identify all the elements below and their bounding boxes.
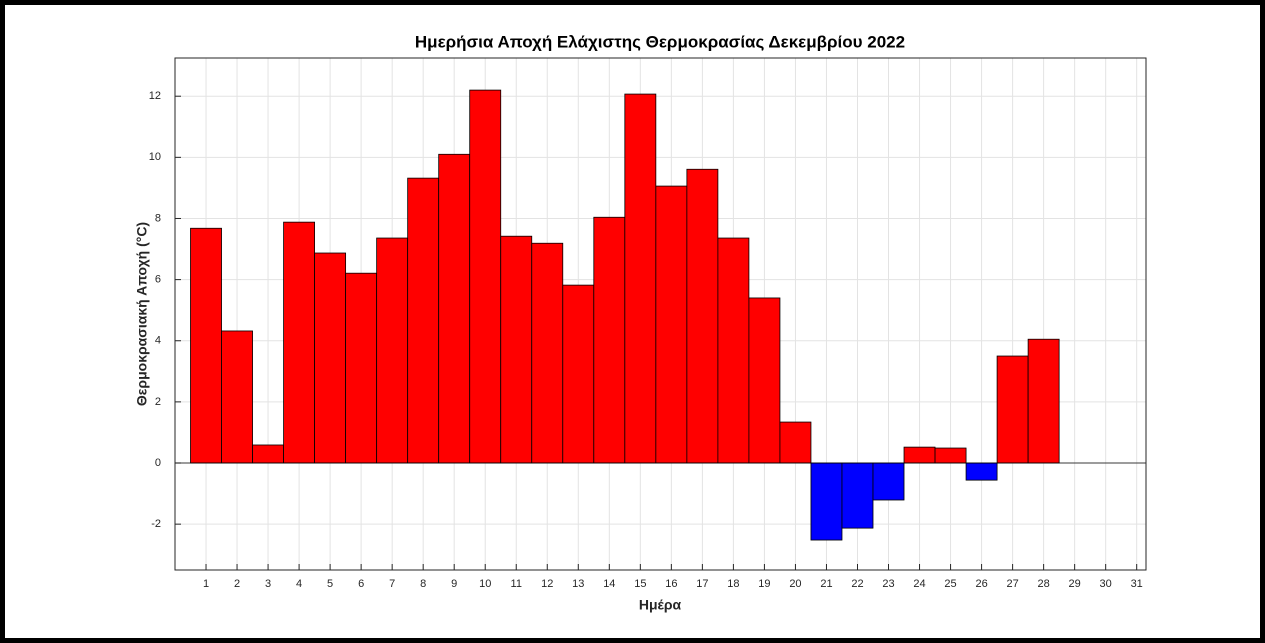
x-tick-label: 18 bbox=[727, 578, 739, 590]
bar bbox=[190, 227, 222, 464]
chart-title: Ημερήσια Αποχή Ελάχιστης Θερμοκρασίας Δε… bbox=[415, 32, 905, 51]
axes-box bbox=[174, 57, 1147, 571]
bar bbox=[376, 237, 409, 464]
x-tick-label: 2 bbox=[234, 578, 240, 590]
x-axis-label: Ημέρα bbox=[639, 597, 682, 613]
x-tick-label: 6 bbox=[358, 578, 364, 590]
bar bbox=[283, 221, 316, 464]
bar bbox=[1027, 338, 1060, 464]
bar bbox=[934, 447, 967, 464]
bar bbox=[469, 89, 502, 464]
bar bbox=[655, 185, 688, 464]
y-tick-label: 8 bbox=[155, 212, 161, 224]
bar bbox=[965, 462, 998, 481]
bar bbox=[903, 446, 936, 464]
y-tick-label: -2 bbox=[151, 518, 161, 530]
x-tick-label: 14 bbox=[603, 578, 615, 590]
x-tick-label: 31 bbox=[1131, 578, 1143, 590]
x-tick-label: 27 bbox=[1006, 578, 1018, 590]
x-tick-label: 17 bbox=[696, 578, 708, 590]
bar bbox=[314, 252, 347, 464]
bar bbox=[252, 444, 284, 464]
y-tick-label: 2 bbox=[155, 396, 161, 408]
x-tick-label: 21 bbox=[820, 578, 832, 590]
x-tick-label: 25 bbox=[944, 578, 956, 590]
y-tick-label: 4 bbox=[155, 335, 161, 347]
x-tick-label: 4 bbox=[296, 578, 302, 590]
x-tick-label: 5 bbox=[327, 578, 333, 590]
x-tick-label: 19 bbox=[758, 578, 770, 590]
x-tick-label: 24 bbox=[913, 578, 925, 590]
x-tick-label: 1 bbox=[203, 578, 209, 590]
bar bbox=[500, 235, 533, 464]
y-axis-label: Θερμοκρασιακή Αποχή (°C) bbox=[134, 222, 150, 406]
x-tick-label: 20 bbox=[789, 578, 801, 590]
y-tick-label: 12 bbox=[149, 90, 161, 102]
x-tick-label: 29 bbox=[1069, 578, 1081, 590]
x-tick-label: 3 bbox=[265, 578, 271, 590]
x-tick-label: 30 bbox=[1100, 578, 1112, 590]
bar bbox=[624, 93, 657, 464]
bar bbox=[438, 153, 471, 464]
x-tick-label: 13 bbox=[572, 578, 584, 590]
y-tick-label: 10 bbox=[149, 151, 161, 163]
x-tick-label: 26 bbox=[975, 578, 987, 590]
bar bbox=[593, 216, 626, 464]
x-tick-label: 16 bbox=[665, 578, 677, 590]
bar bbox=[810, 462, 843, 541]
bar bbox=[872, 462, 905, 501]
x-tick-label: 10 bbox=[479, 578, 491, 590]
x-tick-label: 22 bbox=[851, 578, 863, 590]
x-tick-label: 12 bbox=[541, 578, 553, 590]
bar bbox=[407, 177, 440, 464]
x-tick-label: 9 bbox=[451, 578, 457, 590]
bar bbox=[345, 272, 378, 464]
bar bbox=[996, 355, 1029, 464]
bar bbox=[779, 421, 812, 464]
x-tick-label: 23 bbox=[882, 578, 894, 590]
y-tick-label: 0 bbox=[155, 457, 161, 469]
y-tick-label: 6 bbox=[155, 274, 161, 286]
x-tick-label: 15 bbox=[634, 578, 646, 590]
bar bbox=[841, 462, 874, 529]
bar bbox=[221, 330, 253, 464]
bar bbox=[717, 237, 750, 464]
bar bbox=[686, 168, 719, 464]
x-tick-label: 7 bbox=[389, 578, 395, 590]
bar bbox=[748, 297, 781, 464]
bar bbox=[531, 242, 564, 464]
x-tick-label: 8 bbox=[420, 578, 426, 590]
bar bbox=[562, 284, 595, 464]
x-tick-label: 11 bbox=[511, 578, 522, 590]
x-tick-label: 28 bbox=[1038, 578, 1050, 590]
